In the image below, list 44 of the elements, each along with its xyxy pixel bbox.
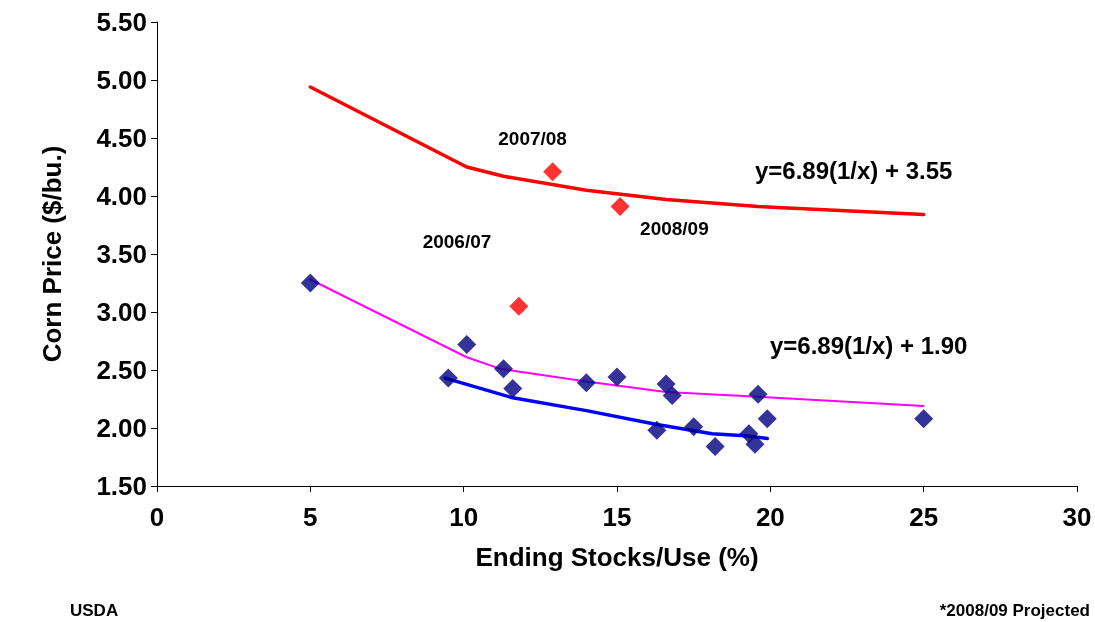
point <box>748 384 768 404</box>
point <box>656 374 676 394</box>
y-tick-label: 4.50 <box>96 123 147 153</box>
point <box>509 296 529 316</box>
annotation: 2008/09 <box>640 217 709 239</box>
point <box>543 162 563 182</box>
point <box>438 368 458 388</box>
point <box>576 373 596 393</box>
point <box>662 386 682 406</box>
point <box>503 379 523 399</box>
y-axis-title: Corn Price ($/bu.) <box>37 145 67 363</box>
x-tick-label: 25 <box>909 502 939 532</box>
point <box>457 334 477 354</box>
point <box>914 409 934 429</box>
annotation: y=6.89(1/x) + 1.90 <box>769 332 968 360</box>
y-tick-label: 2.50 <box>96 355 147 385</box>
point <box>647 420 667 440</box>
y-tick-label: 4.00 <box>96 181 147 211</box>
x-tick-label: 10 <box>449 502 479 532</box>
point <box>684 417 704 437</box>
annotation: 2006/07 <box>422 230 492 252</box>
x-tick-label: 30 <box>1062 502 1092 532</box>
x-tick-label: 0 <box>149 502 165 532</box>
y-tick-label: 3.00 <box>96 297 147 327</box>
y-tick-label: 2.00 <box>96 413 147 443</box>
y-tick-label: 5.50 <box>96 7 147 37</box>
point <box>705 437 725 457</box>
point <box>610 196 630 216</box>
y-tick-label: 1.50 <box>96 471 147 501</box>
text: USDA <box>70 600 119 620</box>
point <box>745 434 765 454</box>
point <box>757 409 777 429</box>
point <box>494 359 514 379</box>
point <box>300 273 320 293</box>
y-tick-label: 5.00 <box>96 65 147 95</box>
x-tick-label: 15 <box>602 502 632 532</box>
text: *2008/09 Projected <box>939 600 1090 620</box>
x-tick-label: 5 <box>303 502 318 532</box>
y-tick-label: 3.50 <box>96 239 147 269</box>
x-axis-title: Ending Stocks/Use (%) <box>475 542 759 572</box>
x-tick-label: 20 <box>755 502 785 532</box>
annotation: 2007/08 <box>498 128 567 150</box>
annotation: y=6.89(1/x) + 3.55 <box>754 157 953 185</box>
point <box>607 367 627 387</box>
